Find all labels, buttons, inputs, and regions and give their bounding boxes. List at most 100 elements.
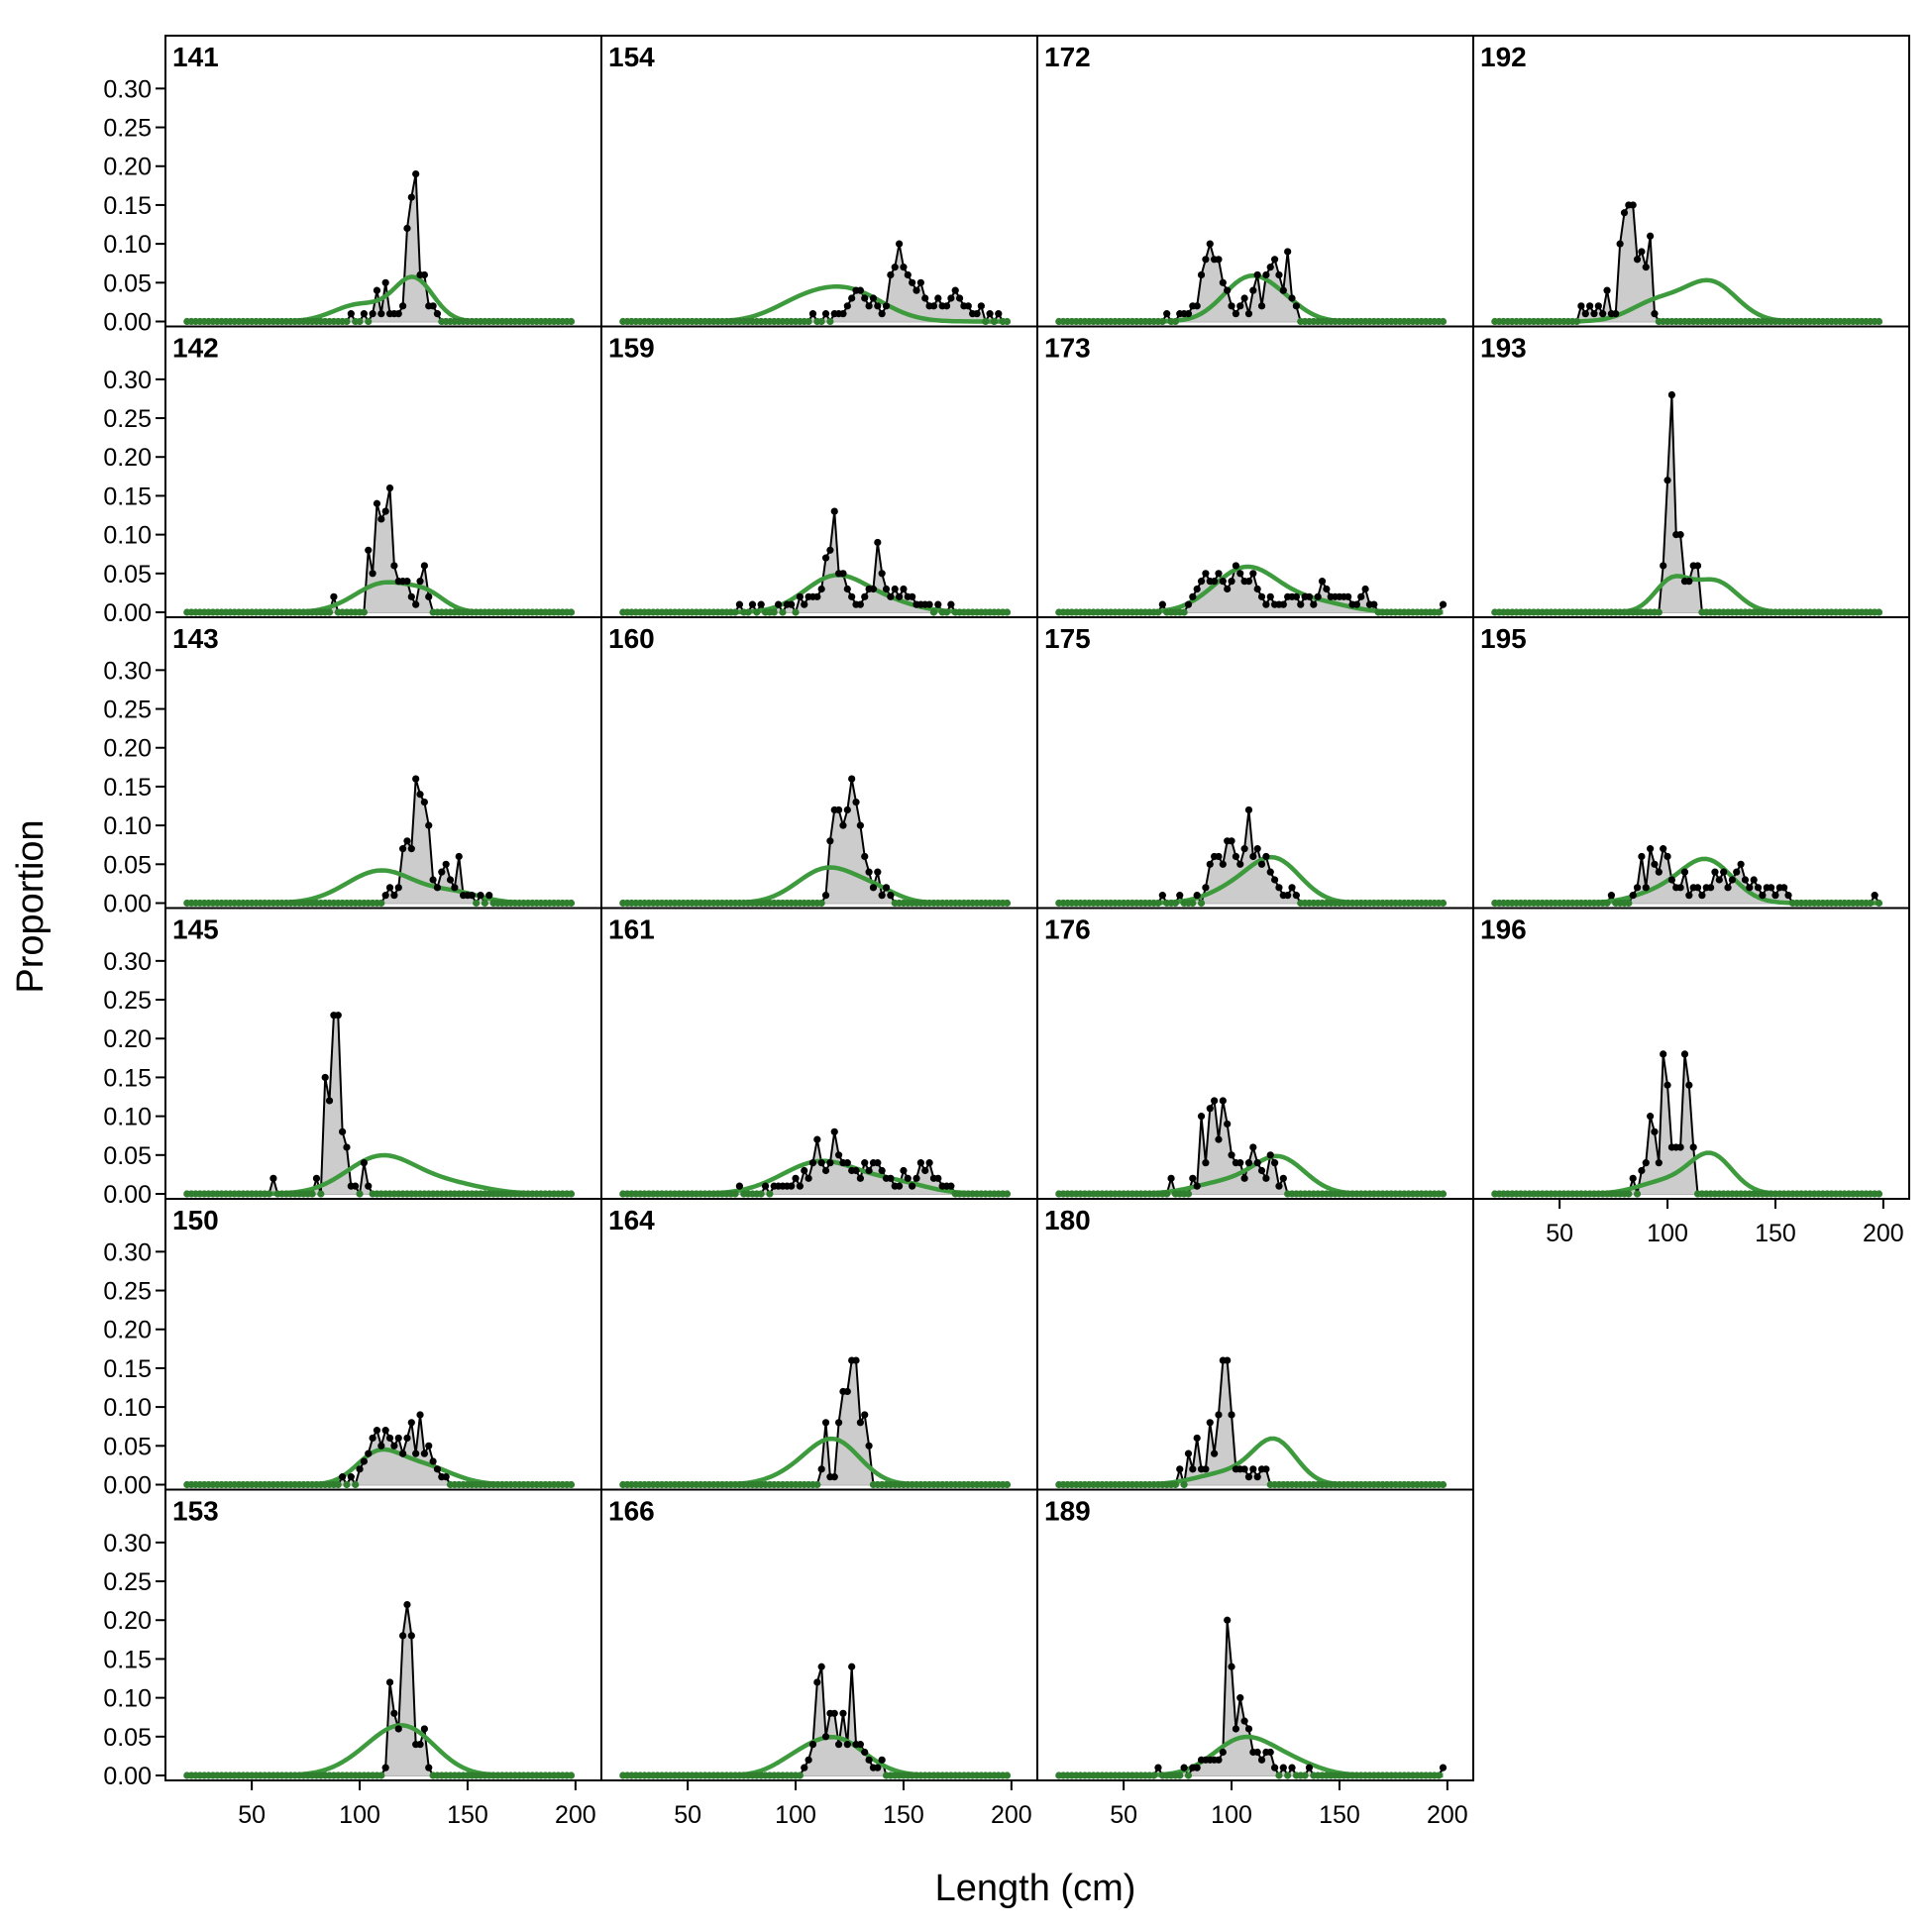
observed-point xyxy=(412,169,420,178)
zero-point xyxy=(731,608,739,616)
panel-frame xyxy=(600,325,1038,618)
observed-line xyxy=(1494,203,1879,323)
zero-point xyxy=(779,608,787,616)
observed-point xyxy=(925,1159,933,1167)
observed-point xyxy=(921,294,929,302)
observed-point xyxy=(1685,892,1693,900)
y-tick-label: 0.05 xyxy=(103,1433,152,1460)
observed-point xyxy=(848,775,856,783)
observed-point xyxy=(412,1449,420,1457)
observed-point xyxy=(1651,310,1659,318)
observed-point xyxy=(1676,1143,1684,1151)
observed-point xyxy=(817,585,825,593)
observed-point xyxy=(416,1741,424,1749)
observed-point xyxy=(1647,232,1655,240)
zero-point xyxy=(1171,317,1180,326)
observed-point xyxy=(1253,270,1261,279)
zero-point xyxy=(1180,1480,1188,1489)
observed-point xyxy=(1685,1081,1693,1089)
zero-point xyxy=(1655,608,1663,616)
observed-point xyxy=(805,1174,812,1182)
observed-point xyxy=(1279,1764,1287,1771)
observed-point xyxy=(830,1473,838,1481)
observed-line xyxy=(186,778,572,906)
y-tick-label: 0.25 xyxy=(103,115,152,143)
observed-point xyxy=(865,1756,873,1764)
zero-point xyxy=(567,1771,576,1779)
observed-area xyxy=(186,779,572,904)
observed-point xyxy=(1629,201,1637,209)
observed-point xyxy=(477,892,484,900)
observed-point xyxy=(1184,310,1193,318)
zero-point xyxy=(1197,899,1206,908)
observed-point xyxy=(826,837,834,845)
observed-point xyxy=(995,310,1003,318)
panel-label: 175 xyxy=(1044,623,1091,654)
observed-point xyxy=(1676,884,1684,892)
zero-point xyxy=(813,1480,821,1489)
observed-point xyxy=(1211,1097,1219,1105)
observed-point xyxy=(403,837,411,845)
zero-point xyxy=(1180,608,1188,616)
observed-area xyxy=(622,244,1008,322)
observed-point xyxy=(1594,302,1602,310)
observed-point xyxy=(843,302,851,310)
panel-189: 189 xyxy=(1036,1488,1474,1781)
y-axis-row-3: 0.00 0.05 0.10 0.15 0.20 0.25 0.30 xyxy=(103,657,165,918)
zero-point xyxy=(1875,608,1883,616)
panel-label: 160 xyxy=(608,623,655,654)
observed-area xyxy=(186,1015,572,1194)
zero-point xyxy=(1435,608,1443,616)
observed-point xyxy=(801,1166,808,1175)
zero-point xyxy=(1439,1480,1448,1489)
observed-point xyxy=(407,1632,415,1640)
observed-point xyxy=(839,570,847,578)
x-axis-col-3: 50 100 150 200 xyxy=(1110,1780,1468,1829)
zero-point xyxy=(1189,899,1197,908)
observed-point xyxy=(334,1012,342,1020)
observed-point xyxy=(1206,240,1214,248)
observed-point xyxy=(1240,294,1248,302)
observed-point xyxy=(442,860,450,868)
observed-point xyxy=(891,264,899,271)
observed-point xyxy=(1193,302,1201,310)
observed-point xyxy=(878,1166,886,1175)
y-axis-row-5: 0.00 0.05 0.10 0.15 0.20 0.25 0.30 xyxy=(103,1238,165,1500)
observed-point xyxy=(973,310,981,318)
zero-point xyxy=(1439,1190,1448,1198)
y-tick-label: 0.15 xyxy=(103,192,152,220)
observed-point xyxy=(1215,1756,1223,1764)
observed-point xyxy=(1206,1105,1214,1113)
y-tick-label: 0.20 xyxy=(103,1025,152,1053)
observed-point xyxy=(1305,1764,1314,1771)
observed-point xyxy=(848,294,856,302)
expected-line xyxy=(622,1436,1008,1487)
observed-point xyxy=(1158,892,1166,900)
observed-point xyxy=(1219,1097,1227,1105)
observed-point xyxy=(1680,868,1689,876)
observed-point xyxy=(399,845,407,853)
observed-point xyxy=(412,600,420,608)
observed-point xyxy=(1249,286,1257,294)
observed-point xyxy=(325,1097,334,1105)
observed-point xyxy=(861,1748,869,1757)
observed-point xyxy=(1240,1465,1248,1473)
observed-point xyxy=(813,592,821,600)
observed-point xyxy=(468,892,476,900)
zero-point xyxy=(308,1190,316,1198)
observed-point xyxy=(381,278,389,286)
observed-point xyxy=(1279,600,1287,608)
panel-175: 175 xyxy=(1036,616,1474,910)
observed-point xyxy=(1297,600,1305,608)
observed-point xyxy=(356,1465,364,1473)
observed-point xyxy=(788,1182,796,1190)
observed-point xyxy=(1655,868,1663,876)
observed-point xyxy=(1620,209,1629,217)
observed-point xyxy=(1871,892,1878,900)
y-tick-label: 0.25 xyxy=(103,1278,152,1306)
observed-point xyxy=(1262,270,1270,279)
observed-point xyxy=(1660,845,1667,853)
observed-point xyxy=(1284,248,1292,256)
observed-point xyxy=(1676,531,1684,539)
observed-point xyxy=(839,310,847,318)
